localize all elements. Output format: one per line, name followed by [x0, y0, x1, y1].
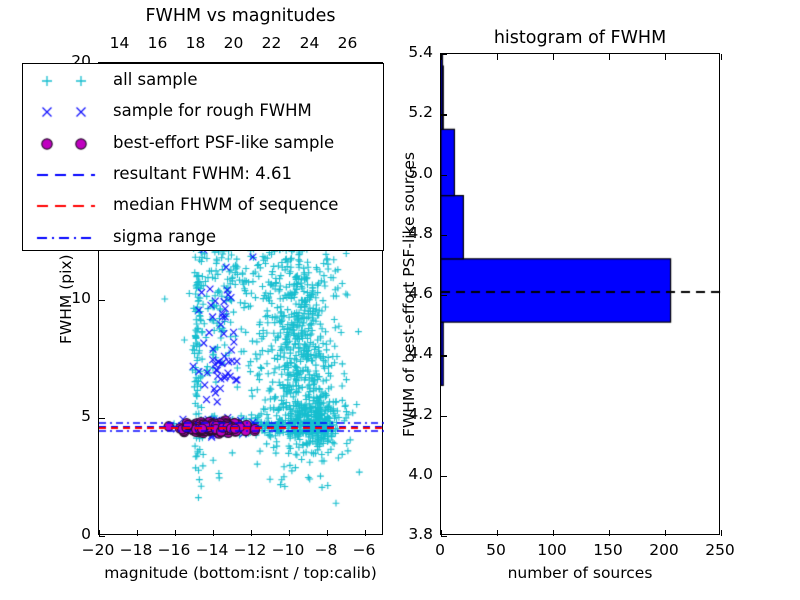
legend-item-label: resultant FWHM: 4.61 [113, 164, 292, 183]
tick-label: 4.6 [408, 284, 433, 302]
axis-tick [721, 530, 723, 536]
tick-label: 18 [185, 34, 206, 52]
axis-tick [289, 530, 291, 536]
tick-label: 4.8 [408, 223, 433, 242]
legend-item-label: sample for rough FWHM [113, 101, 312, 121]
axis-tick [441, 114, 447, 116]
axis-tick [365, 530, 367, 536]
axis-tick [441, 355, 447, 357]
tick-label: 4.4 [408, 344, 433, 363]
axis-tick [327, 530, 329, 536]
tick-label: 0 [81, 525, 91, 543]
tick-label: −6 [352, 541, 376, 559]
axis-tick [441, 54, 443, 60]
axis-tick [175, 530, 177, 536]
legend-item[interactable]: best-effort PSF-like sample [23, 127, 383, 159]
histogram-axes [440, 53, 723, 538]
axis-tick [441, 234, 447, 237]
legend-item[interactable]: sigma range [23, 221, 383, 253]
axis-tick [497, 530, 499, 536]
histogram-canvas [441, 54, 721, 536]
axis-tick [553, 54, 555, 60]
tick-label: 14 [109, 34, 130, 52]
tick-label: 16 [147, 34, 168, 52]
legend-box: all sample sample for rough FWHM best-effo… [22, 63, 384, 253]
axis-tick [213, 530, 215, 536]
legend-item[interactable]: sample for rough FWHM [23, 96, 383, 128]
tick-label: 24 [299, 34, 320, 52]
axis-tick [99, 530, 101, 536]
right-y-axis-label: FWHM of best-effort PSF-like sources [400, 151, 418, 437]
tick-label: −20 [81, 541, 115, 559]
dashdot-line-icon [29, 221, 107, 253]
tick-label: −16 [157, 541, 191, 559]
legend-item-label: sigma range [113, 226, 217, 246]
tick-label: 100 [537, 541, 567, 559]
legend-item-label: all sample [113, 70, 198, 89]
tick-label: 5.2 [408, 103, 433, 122]
axis-tick [441, 475, 447, 478]
legend-item[interactable]: median FHWM of sequence [23, 190, 383, 222]
axis-tick [99, 299, 105, 301]
tick-label: 22 [261, 34, 282, 52]
axis-tick [609, 530, 611, 536]
dashed-line-icon [29, 190, 107, 222]
tick-label: 0 [435, 541, 445, 559]
legend-item-label: median FHWM of sequence [113, 195, 339, 215]
axis-tick [665, 54, 667, 60]
tick-label: 5.0 [408, 163, 433, 182]
right-x-axis-label: number of sources [507, 564, 653, 582]
legend-item[interactable]: resultant FWHM: 4.61 [23, 159, 383, 190]
tick-label: 150 [593, 541, 623, 559]
axis-tick [721, 54, 723, 60]
axis-tick [609, 54, 611, 60]
axis-tick [441, 295, 447, 297]
plus-icon [29, 65, 107, 96]
axis-tick [441, 54, 447, 56]
tick-label: 10 [71, 288, 91, 307]
axis-tick [99, 536, 105, 538]
tick-label: 3.8 [408, 525, 433, 543]
tick-label: 26 [337, 34, 358, 52]
axis-tick [497, 54, 499, 60]
tick-label: 250 [705, 541, 735, 559]
tick-label: 4.2 [408, 404, 433, 423]
cross-icon [29, 96, 107, 128]
tick-label: 5 [81, 406, 91, 425]
axis-tick [99, 417, 105, 420]
tick-label: 20 [223, 34, 244, 52]
axis-tick [137, 530, 139, 536]
tick-label: −8 [314, 541, 338, 559]
axis-tick [441, 174, 447, 176]
axis-tick [665, 530, 667, 536]
tick-label: 4.0 [408, 464, 433, 483]
left-panel-title: FWHM vs magnitudes [145, 6, 336, 26]
tick-label: −12 [233, 541, 267, 559]
axis-tick [553, 530, 555, 536]
legend-item-label: best-effort PSF-like sample [113, 132, 335, 152]
tick-label: 5.4 [408, 43, 433, 61]
tick-label: 200 [649, 541, 679, 559]
axis-tick [251, 530, 253, 536]
axis-tick [441, 415, 447, 417]
circle-icon [29, 127, 107, 159]
right-panel-title: histogram of FWHM [493, 28, 667, 48]
axis-tick [441, 536, 447, 538]
left-x-axis-label: magnitude (bottom:isnt / top:calib) [104, 564, 377, 582]
tick-label: 50 [486, 541, 506, 559]
tick-label: −18 [119, 541, 153, 559]
axis-tick [441, 530, 443, 536]
tick-label: −14 [195, 541, 229, 559]
dashed-line-icon [29, 159, 107, 190]
legend-item[interactable]: all sample [23, 65, 383, 96]
tick-label: −10 [271, 541, 305, 559]
left-y-axis-label: FWHM (pix) [57, 253, 75, 344]
